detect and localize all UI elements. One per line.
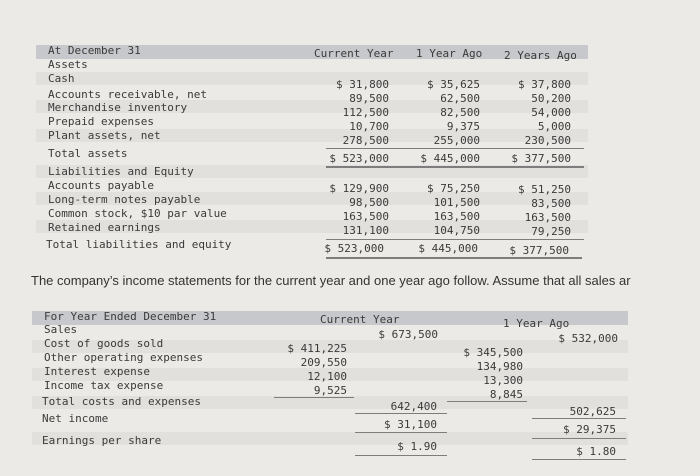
eps-rule bbox=[532, 459, 626, 460]
cell-current: 163,500 bbox=[342, 210, 389, 223]
expense-subtotal-rule bbox=[274, 397, 354, 398]
cell-current: $ 411,225 bbox=[287, 342, 347, 355]
cell-current: 9,525 bbox=[313, 384, 347, 397]
cell-current: 10,700 bbox=[349, 120, 389, 133]
cell-2yr: $ 37,800 bbox=[518, 78, 571, 91]
cell-current: $ 673,500 bbox=[378, 328, 438, 341]
balance-sheet-header-bar bbox=[36, 45, 588, 59]
expense-subtotal-rule bbox=[447, 401, 527, 402]
row-label: Cash bbox=[48, 72, 75, 85]
cell-1yr: $ 445,000 bbox=[420, 152, 480, 165]
cell-current: 98,500 bbox=[349, 196, 389, 209]
column-header-2-years-ago: 2 Years Ago bbox=[504, 49, 577, 62]
cell-1yr: 101,500 bbox=[433, 196, 480, 209]
cell-2yr: 79,250 bbox=[531, 225, 571, 238]
cell-2yr: 83,500 bbox=[531, 197, 571, 210]
cell-current: 89,500 bbox=[349, 92, 389, 105]
net-income-rule bbox=[355, 432, 447, 433]
cell-2yr: 230,500 bbox=[524, 134, 571, 147]
cell-1yr: 82,500 bbox=[440, 106, 480, 119]
income-statement-header-bar bbox=[32, 311, 628, 325]
row-label: Merchandise inventory bbox=[48, 101, 188, 114]
cell-1yr: 62,500 bbox=[440, 92, 480, 105]
row-label: Net income bbox=[42, 412, 109, 425]
cell-2yr: $ 377,500 bbox=[509, 244, 569, 257]
cell-1yr: $ 35,625 bbox=[427, 78, 480, 91]
cell-2yr: 163,500 bbox=[524, 211, 571, 224]
cell-prior: $ 1.80 bbox=[576, 445, 616, 458]
cell-prior: 502,625 bbox=[569, 405, 616, 418]
income-header-label: For Year Ended December 31 bbox=[44, 310, 217, 323]
subtotal-rule bbox=[326, 239, 584, 240]
row-label: Sales bbox=[44, 323, 78, 336]
cell-current: 209,550 bbox=[300, 356, 347, 369]
row-label: Long-term notes payable bbox=[48, 193, 201, 206]
cell-current: $ 1.90 bbox=[397, 440, 437, 453]
cell-2yr: 5,000 bbox=[537, 120, 571, 133]
cell-1yr: $ 75,250 bbox=[427, 182, 480, 195]
cell-current: $ 523,000 bbox=[329, 152, 389, 165]
liabilities-heading: Liabilities and Equity bbox=[48, 165, 194, 178]
total-costs-rule bbox=[532, 418, 626, 419]
total-double-rule bbox=[326, 166, 584, 168]
cell-current: 642,400 bbox=[390, 400, 437, 413]
column-header-1-year-ago: 1 Year Ago bbox=[503, 317, 570, 330]
total-double-rule bbox=[326, 257, 582, 259]
row-label: Cost of goods sold bbox=[44, 337, 164, 350]
cell-prior: 13,300 bbox=[483, 374, 523, 387]
row-label: Total assets bbox=[48, 147, 128, 160]
cell-2yr: 50,200 bbox=[531, 92, 571, 105]
row-label: Accounts receivable, net bbox=[48, 88, 207, 101]
row-label: Income tax expense bbox=[44, 379, 164, 392]
row-label: Other operating expenses bbox=[44, 351, 203, 364]
row-label: Common stock, $10 par value bbox=[48, 207, 227, 220]
subtotal-rule bbox=[326, 148, 584, 149]
cell-current: 278,500 bbox=[342, 134, 389, 147]
cell-1yr: $ 445,000 bbox=[418, 242, 478, 255]
cell-current: $ 523,000 bbox=[324, 242, 384, 255]
cell-current: 112,500 bbox=[342, 106, 389, 119]
cell-2yr: 54,000 bbox=[531, 106, 571, 119]
cell-1yr: 9,375 bbox=[446, 120, 480, 133]
row-label: Retained earnings bbox=[48, 221, 161, 234]
row-label: Accounts payable bbox=[48, 179, 154, 192]
row-label: Plant assets, net bbox=[48, 129, 161, 142]
intro-paragraph: The company’s income statements for the … bbox=[31, 273, 631, 288]
cell-prior: $ 29,375 bbox=[563, 423, 616, 436]
cell-current: $ 31,800 bbox=[336, 78, 389, 91]
column-header-1-year-ago: 1 Year Ago bbox=[416, 47, 483, 60]
eps-rule bbox=[355, 455, 447, 456]
column-header-current-year: Current Year bbox=[314, 47, 394, 60]
cell-prior: 134,980 bbox=[476, 360, 523, 373]
cell-current: $ 31,100 bbox=[384, 418, 437, 431]
total-costs-rule bbox=[355, 413, 447, 414]
cell-current: 131,100 bbox=[342, 224, 389, 237]
cell-current: 12,100 bbox=[307, 370, 347, 383]
assets-heading: Assets bbox=[48, 58, 88, 71]
cell-2yr: $ 51,250 bbox=[518, 183, 571, 196]
row-label: Interest expense bbox=[44, 365, 150, 378]
cell-current: $ 129,900 bbox=[329, 182, 389, 195]
cell-2yr: $ 377,500 bbox=[511, 152, 571, 165]
cell-1yr: 255,000 bbox=[433, 134, 480, 147]
net-income-rule bbox=[532, 438, 626, 439]
cell-prior: $ 345,500 bbox=[463, 346, 523, 359]
row-label: Prepaid expenses bbox=[48, 115, 154, 128]
row-label: Total liabilities and equity bbox=[46, 238, 232, 251]
row-label: Total costs and expenses bbox=[42, 395, 201, 408]
cell-1yr: 104,750 bbox=[433, 224, 480, 237]
cell-prior: 8,845 bbox=[489, 388, 523, 401]
balance-sheet-header-label: At December 31 bbox=[48, 44, 141, 57]
cell-prior: $ 532,000 bbox=[558, 332, 618, 345]
row-label: Earnings per share bbox=[42, 434, 162, 447]
cell-1yr: 163,500 bbox=[433, 210, 480, 223]
column-header-current-year: Current Year bbox=[320, 313, 400, 326]
